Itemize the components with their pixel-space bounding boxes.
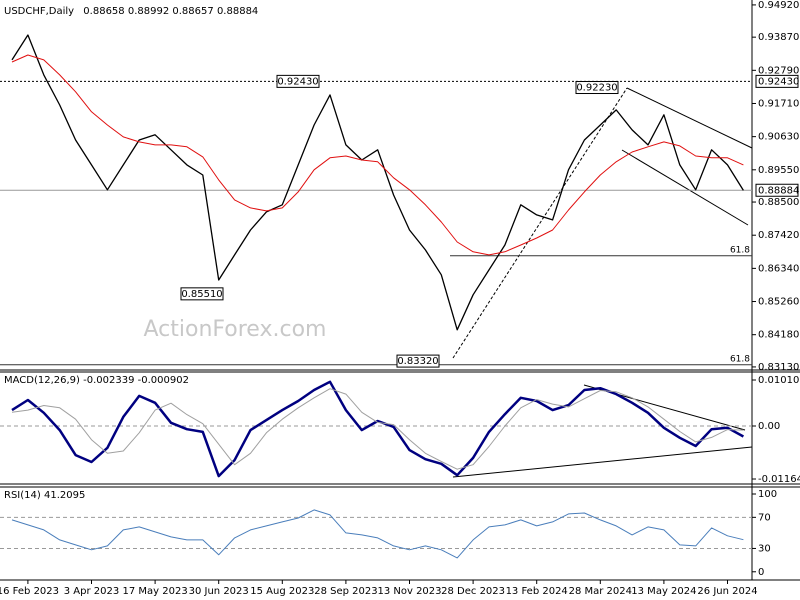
y-tick-label: 0.91710: [758, 98, 799, 109]
y-tick-label: 0.93870: [758, 32, 799, 43]
channel-line: [626, 87, 753, 149]
low: 0.88657: [172, 6, 213, 17]
y-tick-label: 0.85260: [758, 297, 799, 308]
y-tick-label: 0.83130: [758, 362, 799, 373]
y-tick-label: 0.84180: [758, 330, 799, 341]
y-tick-label: 100: [758, 489, 777, 500]
price-box: [755, 183, 799, 197]
rsi-header: RSI(14) 41.2095: [4, 490, 85, 501]
series-line: [11, 34, 744, 331]
x-tick-label: 30 Jun 2023: [189, 586, 249, 597]
open: 0.88658: [83, 6, 124, 17]
x-tick-label: 28 Mar 2024: [569, 586, 632, 597]
y-tick-label: 0.86340: [758, 263, 799, 274]
y-tick-label: 0.89550: [758, 165, 799, 176]
y-tick-label: 0.90630: [758, 132, 799, 143]
annotation-box: [575, 81, 619, 95]
annotation-label: 0.92430: [277, 76, 318, 87]
series-line: [11, 388, 744, 470]
x-tick-label: 15 Aug 2023: [250, 586, 314, 597]
chart-header: USDCHF,Daily 0.88658 0.88992 0.88657 0.8…: [4, 6, 258, 17]
y-tick-label: 0.87420: [758, 230, 799, 241]
x-tick-label: 13 May 2024: [631, 586, 696, 597]
annotation-box: [396, 354, 440, 368]
trend-line: [452, 87, 628, 359]
series-line: [11, 54, 744, 256]
x-tick-label: 28 Sep 2023: [314, 586, 377, 597]
y-tick-label: 70: [758, 512, 771, 523]
last-price-label: 0.88884: [758, 185, 799, 196]
rsi-value: 41.2095: [44, 490, 85, 501]
channel-line: [621, 149, 749, 226]
macd-header: MACD(12,26,9) -0.002339 -0.000902: [4, 375, 189, 386]
y-tick-label: -0.011645: [758, 474, 800, 485]
x-tick-label: 3 Apr 2023: [64, 586, 119, 597]
x-tick-label: 13 Nov 2023: [377, 586, 441, 597]
x-tick-label: 26 Jun 2024: [697, 586, 757, 597]
chart-title: USDCHF,Daily: [4, 6, 74, 17]
rsi-title: RSI(14): [4, 490, 41, 501]
y-tick-label: 0.010101: [758, 375, 800, 386]
y-tick-label: 0: [758, 567, 764, 578]
y-tick-label: 0.88500: [758, 197, 799, 208]
annotation-box: [276, 74, 320, 88]
price-box-label: 0.92430: [758, 76, 799, 87]
macd-title: MACD(12,26,9): [4, 375, 80, 386]
watermark: ActionForex.com: [144, 317, 327, 342]
x-tick-label: 28 Dec 2023: [441, 586, 505, 597]
annotation-label: 0.85510: [181, 289, 222, 300]
retracement-label: 61.8: [730, 245, 750, 255]
trend-line: [452, 446, 753, 478]
price-box: [755, 74, 799, 88]
x-tick-label: 16 Feb 2023: [0, 586, 59, 597]
series-line: [11, 509, 744, 559]
annotation-label: 0.83320: [397, 356, 438, 367]
annotation-label: 0.92230: [576, 83, 617, 94]
x-tick-label: 13 Feb 2024: [506, 586, 568, 597]
macd-value: -0.002339: [83, 375, 134, 386]
high: 0.88992: [128, 6, 169, 17]
y-tick-label: 0.00: [758, 421, 780, 432]
retracement-label: 61.8: [730, 354, 750, 364]
series-line: [11, 380, 745, 478]
close: 0.88884: [217, 6, 258, 17]
annotation-box: [180, 287, 224, 301]
y-tick-label: 0.94920: [758, 0, 799, 11]
y-tick-label: 0.92790: [758, 65, 799, 76]
y-tick-label: 30: [758, 543, 771, 554]
signal-value: -0.000902: [138, 375, 189, 386]
x-tick-label: 17 May 2023: [122, 586, 187, 597]
